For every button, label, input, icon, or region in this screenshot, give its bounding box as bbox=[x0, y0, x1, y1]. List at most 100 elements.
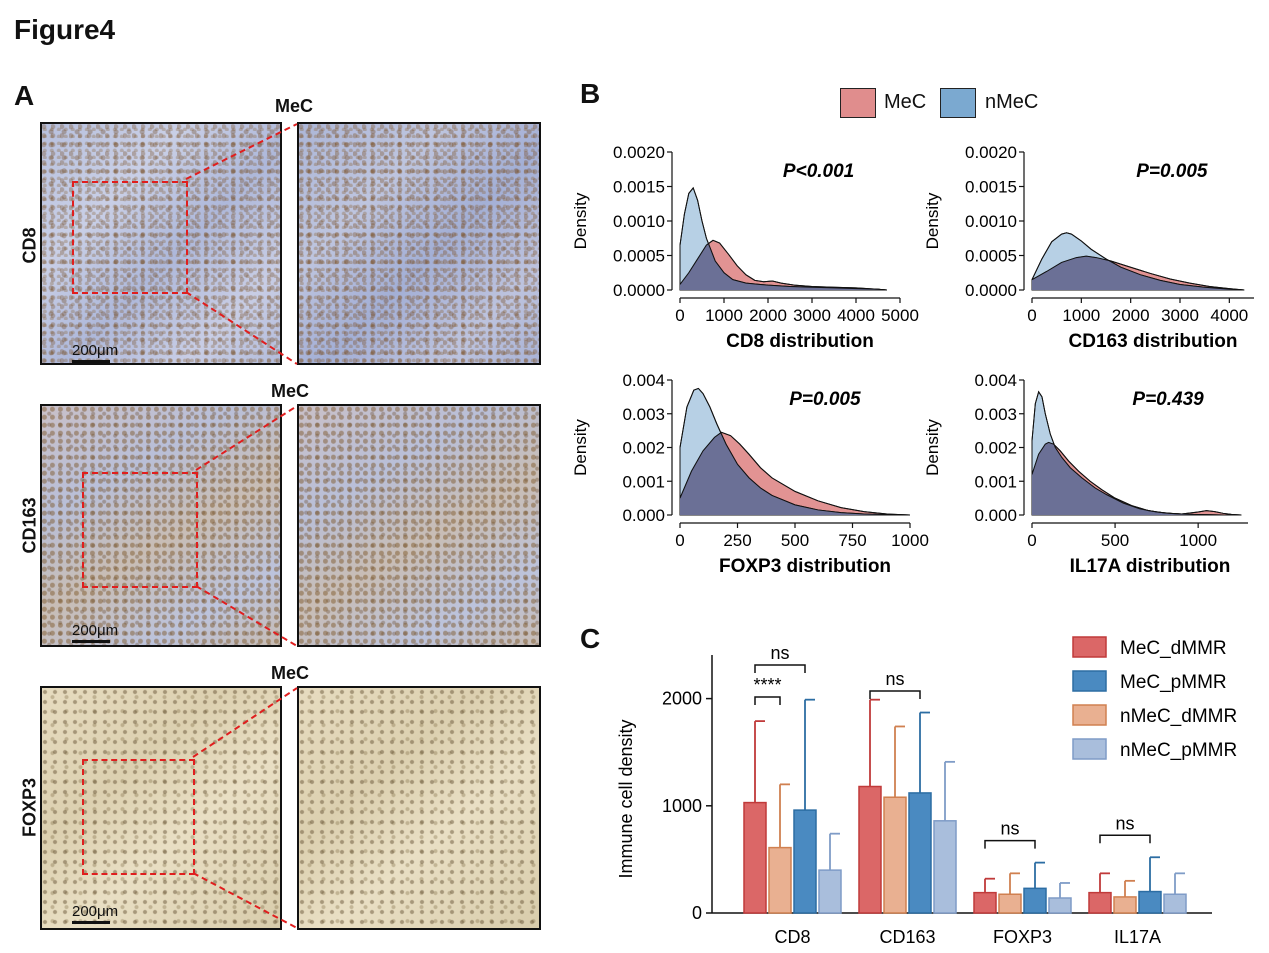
bar-nmec-pmmr bbox=[1163, 893, 1187, 914]
y-tick-label: 0.004 bbox=[974, 371, 1017, 390]
foxp3-scalebar-label: 200μm bbox=[72, 903, 119, 920]
x-tick-label: 0 bbox=[1027, 306, 1036, 325]
cd163-connector-bottom bbox=[195, 585, 298, 647]
x-tick-label: 1000 bbox=[1179, 531, 1217, 550]
legend-swatch-nmec-pmmr bbox=[1072, 738, 1107, 760]
bar-mec-pmmr bbox=[768, 846, 792, 914]
bar-mec-dmmr bbox=[743, 801, 767, 914]
cd8-scalebar: 200μm bbox=[72, 342, 118, 363]
x-tick-label: 250 bbox=[723, 531, 751, 550]
density-curve-nmec bbox=[679, 387, 911, 516]
density-overlap bbox=[680, 433, 910, 515]
cd8-zoom-image bbox=[297, 122, 541, 365]
significance-label: ns bbox=[1000, 819, 1019, 839]
density-plot-cd163: 0.0000 0.0005 0.0010 0.0015 0.0020 0 1000 2000 3… bbox=[923, 143, 1254, 352]
density-plot-cd8: 0.0000 0.0005 0.0010 0.0015 0.0020 0 1000 2000 3… bbox=[571, 143, 919, 352]
bar-nmec-dmmr bbox=[793, 809, 817, 914]
y-tick-label: 0.0000 bbox=[965, 281, 1017, 300]
density-overlap bbox=[1032, 256, 1245, 290]
y-tick-label: 0.0020 bbox=[965, 143, 1017, 162]
significance-label: ns bbox=[885, 669, 904, 689]
foxp3-scalebar: 200μm bbox=[72, 903, 118, 924]
x-tick-label: 1000 bbox=[705, 306, 743, 325]
figure-title: Figure4 bbox=[14, 14, 116, 45]
significance-bracket bbox=[984, 839, 1036, 849]
legend-swatch-nmec-dmmr bbox=[1072, 704, 1107, 726]
density-plot-foxp3: 0.000 0.001 0.002 0.003 0.004 0 250 500 750 1000F… bbox=[571, 371, 929, 577]
y-axis-title: Density bbox=[923, 419, 942, 476]
y-tick-label: 0.000 bbox=[974, 506, 1017, 525]
density-curve-nmec bbox=[679, 186, 887, 291]
x-axis-title: IL17A distribution bbox=[1070, 556, 1231, 577]
x-tick-label: 3000 bbox=[1161, 306, 1199, 325]
cd163-zoom-region bbox=[82, 472, 198, 588]
significance-label: ns bbox=[770, 643, 789, 663]
density-curve-mec bbox=[679, 431, 911, 516]
x-axis-title: CD163 distribution bbox=[1069, 331, 1238, 352]
bar-mec-pmmr bbox=[1113, 896, 1137, 914]
cd163-scalebar: 200μm bbox=[72, 622, 118, 643]
bar-nmec-dmmr bbox=[908, 792, 932, 914]
panel-a-row3-title: MeC bbox=[270, 663, 309, 683]
panel-a-row1-title: MeC bbox=[274, 96, 313, 116]
x-tick-label: 2000 bbox=[1112, 306, 1150, 325]
y-tick-label: 0.0020 bbox=[613, 143, 665, 162]
y-tick-label: 1000 bbox=[662, 796, 702, 816]
cd163-zoom-image bbox=[297, 404, 541, 647]
legend-swatch-nmec bbox=[940, 88, 976, 118]
legend-label-nmec: nMeC bbox=[985, 91, 1039, 113]
y-axis-title: Immune cell density bbox=[616, 719, 636, 878]
y-tick-label: 0.0010 bbox=[613, 212, 665, 231]
y-tick-label: 0.000 bbox=[622, 506, 665, 525]
significance-bracket bbox=[869, 690, 921, 699]
x-tick-label: 5000 bbox=[881, 306, 919, 325]
bar-mec-dmmr bbox=[973, 891, 997, 914]
y-tick-label: 0.003 bbox=[974, 405, 1017, 424]
cd8-connector-bottom bbox=[185, 291, 298, 365]
x-tick-label: 2000 bbox=[749, 306, 787, 325]
bar-mec-dmmr bbox=[858, 785, 882, 914]
x-tick-label: 1000 bbox=[891, 531, 929, 550]
legend-label-mec: MeC bbox=[884, 91, 927, 113]
foxp3-zoom-region bbox=[82, 759, 195, 875]
y-tick-label: 0.003 bbox=[622, 405, 665, 424]
significance-label: **** bbox=[753, 675, 781, 695]
y-axis-title: Density bbox=[571, 419, 590, 476]
y-tick-label: 0.001 bbox=[974, 472, 1017, 491]
density-overlap bbox=[680, 244, 887, 290]
density-curve-mec bbox=[679, 239, 887, 291]
x-tick-label: CD163 bbox=[879, 927, 935, 947]
y-tick-label: 0.002 bbox=[974, 439, 1017, 458]
panel-c-letter: C bbox=[580, 623, 601, 654]
p-value-label: P=0.005 bbox=[1136, 161, 1208, 182]
bar-mec-pmmr bbox=[998, 893, 1022, 914]
y-tick-label: 0.002 bbox=[622, 439, 665, 458]
panel-b-legend: MeC nMeC bbox=[840, 88, 1050, 120]
y-tick-label: 0.0015 bbox=[965, 178, 1017, 197]
y-tick-label: 2000 bbox=[662, 689, 702, 709]
significance-label: ns bbox=[1115, 813, 1134, 833]
bar-nmec-pmmr bbox=[933, 820, 957, 914]
y-tick-label: 0.0000 bbox=[613, 281, 665, 300]
zoom-connectors bbox=[185, 123, 298, 929]
panel-a-row2-title: MeC bbox=[270, 381, 309, 401]
y-tick-label: 0.0015 bbox=[613, 178, 665, 197]
bar-mec-dmmr bbox=[1088, 891, 1112, 914]
x-axis-title: CD8 distribution bbox=[726, 331, 874, 352]
p-value-label: P<0.001 bbox=[783, 161, 854, 182]
foxp3-connector-bottom bbox=[192, 872, 298, 929]
x-tick-label: 4000 bbox=[1210, 306, 1248, 325]
foxp3-connector-top bbox=[192, 687, 298, 758]
density-overlap bbox=[1032, 442, 1242, 515]
x-tick-label: 500 bbox=[781, 531, 809, 550]
y-axis-title: Density bbox=[923, 192, 942, 249]
bar-nmec-dmmr bbox=[1023, 887, 1047, 914]
x-tick-label: CD8 bbox=[774, 927, 810, 947]
x-tick-label: 0 bbox=[1027, 531, 1036, 550]
bar-nmec-dmmr bbox=[1138, 890, 1162, 914]
x-tick-label: 4000 bbox=[837, 306, 875, 325]
x-tick-label: 1000 bbox=[1062, 306, 1100, 325]
density-curve-mec bbox=[1031, 441, 1242, 516]
x-tick-label: FOXP3 bbox=[993, 927, 1052, 947]
